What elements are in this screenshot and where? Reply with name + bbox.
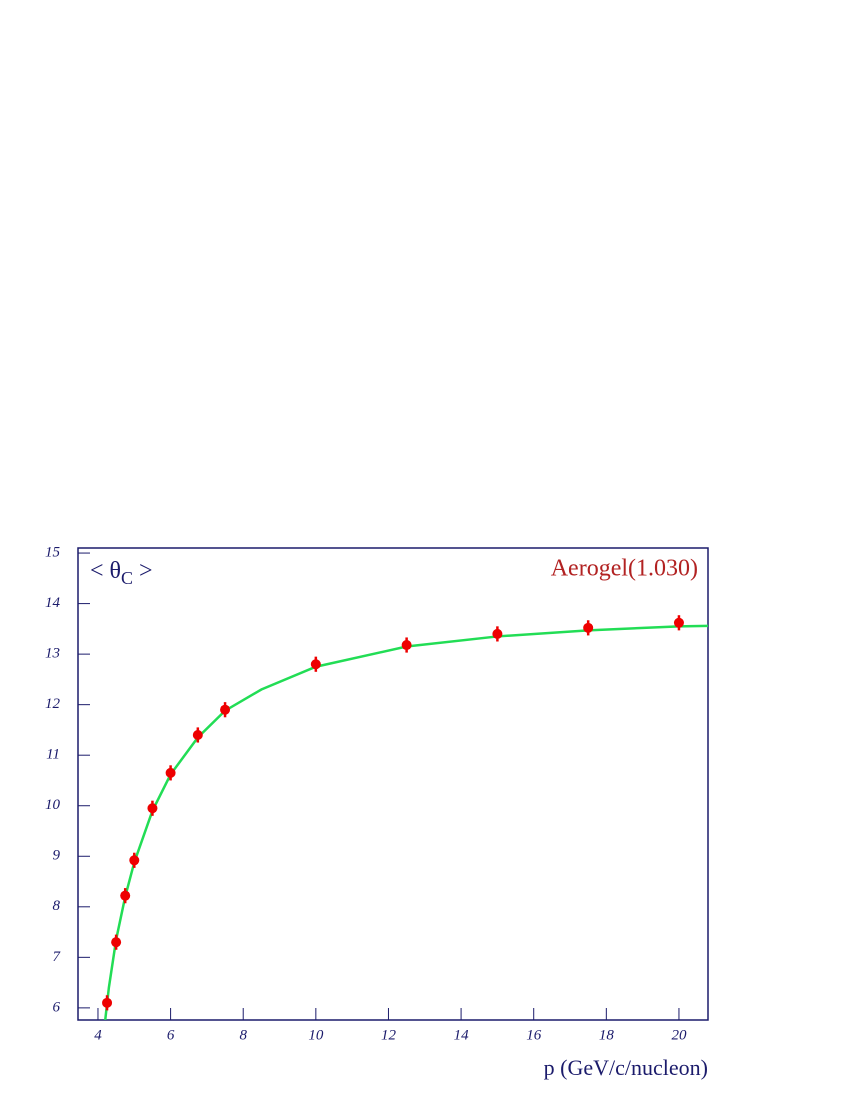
x-tick-label: 8 [239,1027,247,1043]
y-tick-label: 6 [53,999,61,1015]
data-point [192,729,203,740]
y-tick-label: 10 [45,797,61,813]
y-tick-label: 9 [53,848,61,864]
x-tick-label: 16 [526,1027,542,1043]
fit-curve [103,624,708,1020]
data-point [129,855,140,866]
y-tick-label: 14 [45,595,61,611]
y-tick-label: 12 [45,696,61,712]
y-tick-label: 15 [45,544,61,560]
data-point [165,767,176,778]
x-tick-label: 18 [599,1027,615,1043]
x-tick-label: 6 [167,1027,175,1043]
chart-title: Aerogel(1.030) [551,556,698,582]
x-tick-label: 20 [671,1027,687,1043]
data-point [111,937,122,948]
data-point [220,704,231,715]
x-tick-label: 10 [308,1027,324,1043]
plot-frame [77,547,709,1021]
y-tick-label: 8 [53,898,61,914]
data-point [673,617,684,628]
data-point [102,997,113,1008]
data-point [310,659,321,670]
data-point [120,890,131,901]
x-tick-label: 12 [381,1027,397,1043]
data-point [492,628,503,639]
y-axis-label: < θC > [90,558,153,589]
data-point [583,622,594,633]
y-tick-label: 13 [45,646,60,662]
data-point [147,803,158,814]
x-tick-label: 4 [94,1027,102,1043]
x-axis-label: p (GeV/c/nucleon) [544,1055,708,1080]
x-tick-label: 14 [454,1027,470,1043]
y-tick-label: 11 [46,747,60,763]
y-tick-label: 7 [53,949,62,965]
data-point [401,640,412,651]
